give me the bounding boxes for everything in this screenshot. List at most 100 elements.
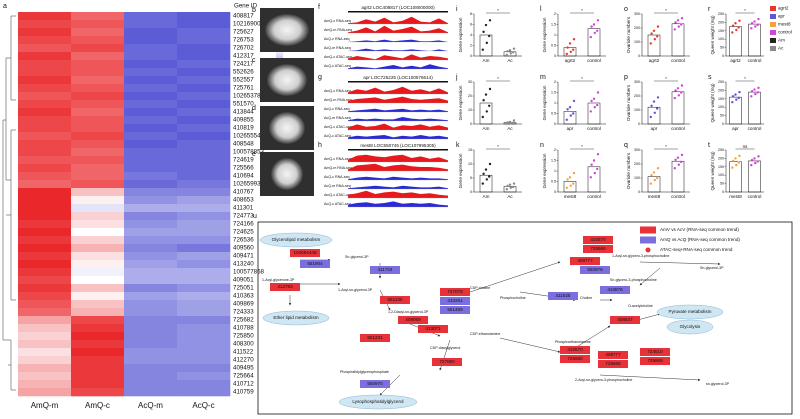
heatmap-cell	[177, 172, 231, 181]
column-label: AmQ-c	[85, 401, 110, 410]
gene-id: 100578853	[233, 149, 265, 156]
y-axis-label: Gene expression	[542, 85, 547, 120]
heatmap-cell	[18, 388, 72, 397]
data-point	[484, 93, 488, 96]
heatmap-cell	[124, 244, 178, 253]
y-tick-label: 15	[468, 148, 472, 152]
y-tick-label: 0	[554, 54, 556, 58]
heatmap-cell	[124, 380, 178, 389]
heatmap-cell	[124, 140, 178, 149]
y-tick-label: 50	[720, 182, 724, 186]
gene-box-label: 409777	[577, 258, 593, 263]
heatmap-cell	[18, 308, 72, 317]
heatmap-cell	[124, 28, 178, 37]
data-point	[650, 32, 653, 35]
data-point	[512, 121, 515, 125]
significance: *	[581, 144, 583, 149]
data-point	[596, 153, 600, 156]
reaction-arrow	[499, 337, 561, 353]
y-tick-label: 250	[718, 12, 724, 16]
data-point	[565, 186, 568, 189]
metabolite: sn-glycerol-3P	[706, 382, 730, 386]
gene-box-label: 551130	[388, 297, 403, 302]
heatmap-cell	[18, 324, 72, 333]
data-point	[738, 19, 741, 22]
gene-model	[348, 11, 448, 13]
data-point	[649, 42, 652, 45]
y-axis-label: Gene expression	[458, 17, 463, 52]
signal-track	[348, 190, 448, 198]
metabolite: 1,2-Diacyl-sn-glycerol-3P	[388, 310, 429, 314]
gene-box-label: 727080	[439, 359, 455, 364]
data-point	[482, 99, 485, 102]
gene-id: 102653784	[233, 93, 265, 100]
data-point	[572, 112, 575, 115]
heatmap-cell	[18, 348, 72, 357]
heatmap-cell	[124, 340, 178, 349]
significance: *	[497, 144, 499, 149]
heatmap-cell	[18, 156, 72, 165]
signal-track	[348, 154, 448, 162]
heatmap-cell	[124, 116, 178, 125]
heatmap-cell	[71, 212, 125, 221]
gene-id: 410759	[233, 389, 254, 396]
gene-id: 409560	[233, 245, 254, 252]
legend-swatch	[640, 236, 656, 244]
y-tick-label: 100	[634, 108, 640, 112]
panel-letter: p	[624, 74, 628, 81]
mean-bar	[587, 102, 601, 125]
data-point	[674, 89, 677, 92]
signal-track	[348, 117, 448, 121]
gene-box	[583, 245, 613, 253]
heatmap-cell	[71, 308, 125, 317]
data-point	[512, 119, 516, 122]
y-tick-label: 1	[554, 169, 556, 173]
heatmap-cell	[18, 68, 72, 77]
data-point	[565, 118, 568, 122]
heatmap-cell	[124, 36, 178, 45]
legend-label: control	[778, 30, 792, 35]
heatmap-cell	[124, 164, 178, 173]
group-label: control	[671, 58, 685, 63]
y-tick-label: 2	[554, 12, 556, 16]
heatmap-cell	[124, 60, 178, 69]
heatmap-cell	[71, 268, 125, 277]
gene-box	[440, 288, 470, 296]
pathway-label: Pyruvate metabolism	[669, 309, 712, 314]
legend-label: AmQ vs AcQ (RNA-seq common trend)	[660, 237, 740, 242]
heatmap-cell	[71, 92, 125, 101]
gene-id: 409471	[233, 253, 254, 260]
data-point	[508, 183, 512, 186]
dendrogram	[2, 15, 16, 391]
heatmap-cell	[177, 372, 231, 381]
data-point	[650, 104, 653, 108]
data-point	[750, 163, 753, 167]
heatmap-cell	[71, 340, 125, 349]
metabolite: 2-Acyl-sn-glycero-3-phosphocholine	[575, 378, 632, 382]
signal-track	[348, 96, 448, 103]
data-point	[750, 95, 753, 98]
heatmap-cell	[18, 116, 72, 125]
legend-swatch	[770, 22, 776, 27]
gene-box	[440, 297, 470, 305]
signal-track	[348, 163, 448, 171]
heatmap-cell	[177, 188, 231, 197]
gene-box	[598, 351, 628, 359]
gene-id: 725627	[233, 29, 254, 36]
y-tick-label: 0	[638, 190, 640, 194]
panel-letter: g	[318, 74, 322, 81]
group-label: control	[748, 194, 762, 199]
y-tick-label: 100	[718, 105, 724, 109]
panel-letter: l	[540, 6, 542, 13]
gene-id: 409855	[233, 117, 254, 124]
heatmap-cell	[124, 124, 178, 133]
pathway-label: Lysophosphatidylglycerol	[352, 399, 403, 404]
legend-label: agrt2	[778, 6, 789, 11]
legend-label: Ac	[778, 46, 784, 51]
y-tick-label: 50	[720, 114, 724, 118]
gene-id: 725682	[233, 317, 254, 324]
reaction-arrow	[469, 261, 561, 293]
data-point	[677, 94, 680, 97]
y-tick-label: 1	[554, 33, 556, 37]
data-point	[680, 91, 683, 94]
